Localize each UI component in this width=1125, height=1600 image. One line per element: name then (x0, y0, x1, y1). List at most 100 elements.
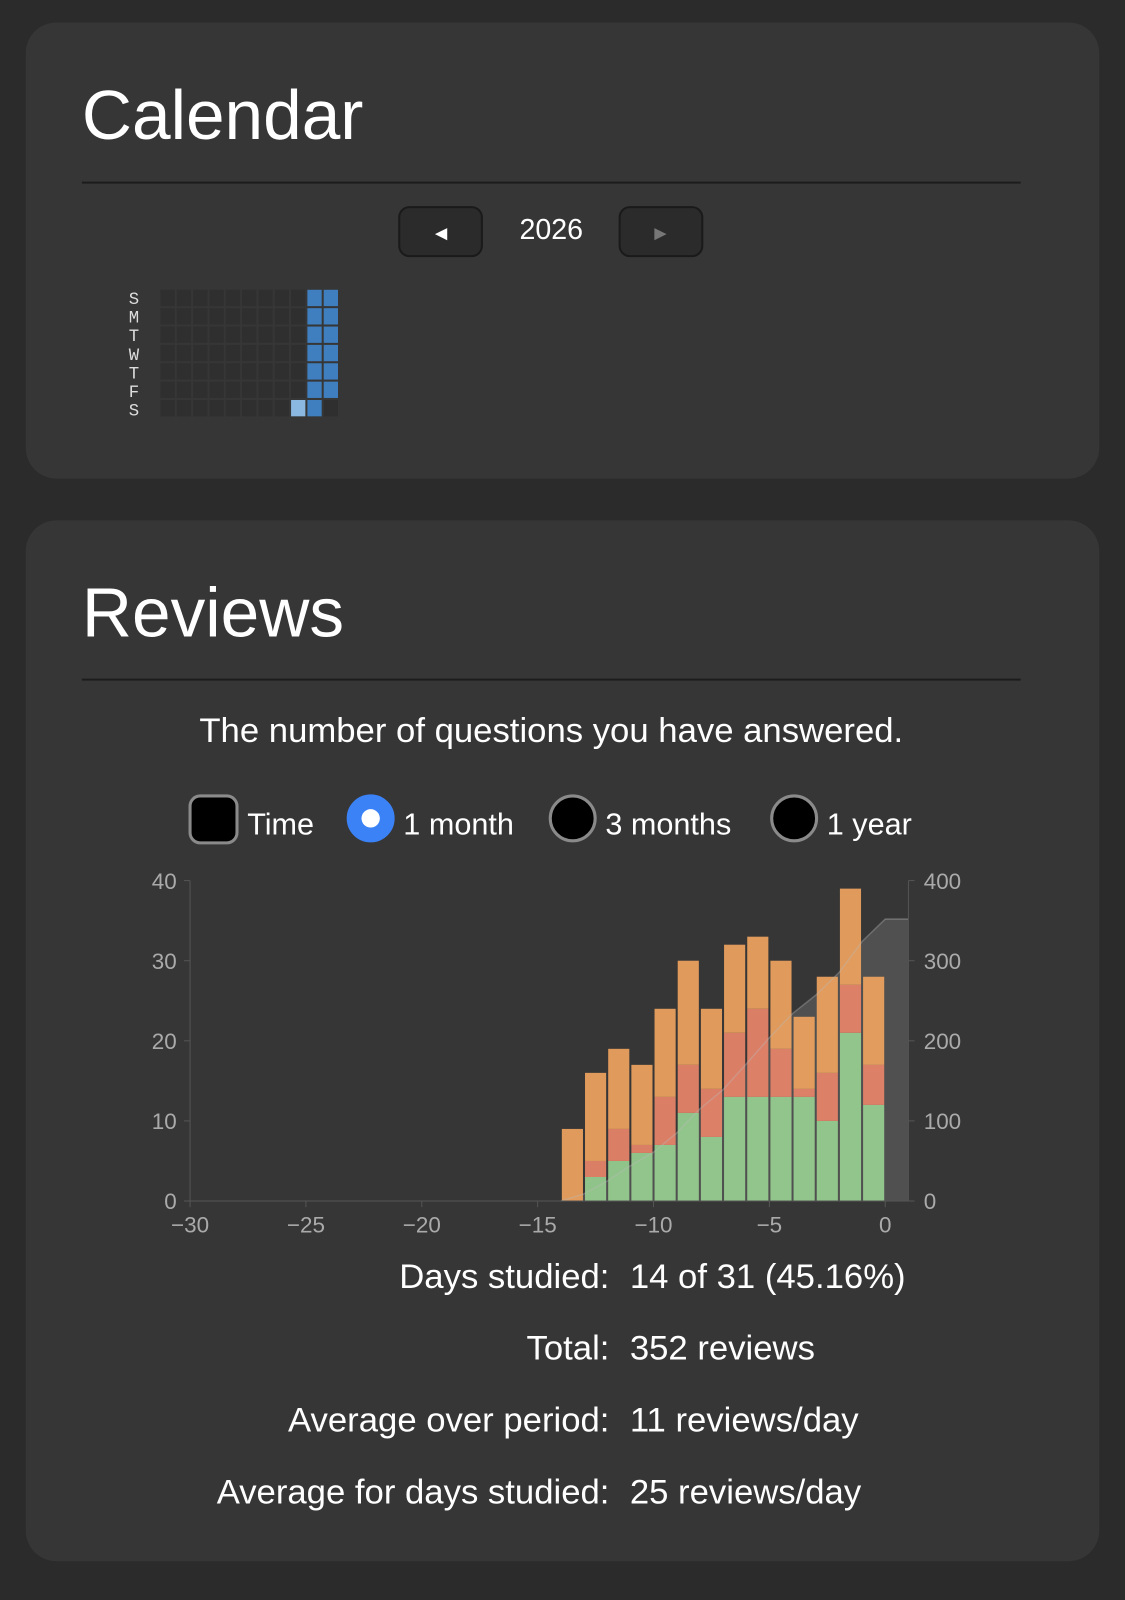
bar-segment (561, 1128, 583, 1202)
bar-segment (724, 1096, 746, 1202)
calendar-empty (160, 400, 175, 417)
calendar-empty (225, 400, 241, 417)
bar-segment (677, 1064, 699, 1113)
range-options: 1 month 3 months 1 year (346, 794, 912, 843)
calendar-empty (225, 326, 241, 343)
bar-segment (839, 984, 862, 1033)
calendar-empty (258, 326, 273, 343)
radio-label: 1 year (827, 808, 912, 842)
radio[interactable] (770, 794, 819, 843)
calendar-empty (258, 381, 273, 398)
calendar-day (307, 326, 322, 343)
calendar-day (323, 289, 339, 307)
bar-segment (863, 1064, 885, 1105)
calendar-empty (274, 344, 290, 362)
calendar-empty (291, 363, 306, 380)
bar-segment (608, 1128, 630, 1161)
calendar-empty (258, 308, 273, 325)
bar-segment (724, 1032, 746, 1097)
calendar-empty (291, 289, 306, 307)
calendar-empty (160, 308, 175, 325)
y-tick-label: 10 (152, 1109, 177, 1134)
calendar-day (323, 344, 339, 362)
bar-segment (654, 1008, 676, 1097)
weekday-label: F (129, 384, 139, 403)
radio[interactable] (548, 794, 597, 843)
calendar-empty (274, 363, 290, 380)
next-button[interactable] (618, 206, 704, 258)
y2-tick-label: 0 (924, 1189, 936, 1214)
calendar-empty (160, 289, 175, 307)
calendar-empty (242, 344, 257, 362)
prev-button[interactable] (398, 206, 483, 258)
calendar-day (307, 381, 322, 398)
checkbox-label: Time (247, 808, 314, 842)
calendar-empty (193, 289, 208, 307)
year: 2026 (520, 214, 584, 246)
calendar-empty (323, 400, 339, 417)
calendar-day (323, 308, 339, 325)
bar-segment (770, 960, 792, 1049)
checkbox[interactable] (188, 794, 239, 845)
bar-segment (631, 1152, 653, 1202)
calendar-empty (193, 363, 208, 380)
calendar-empty (225, 289, 241, 307)
radio-label: 3 months (605, 808, 731, 842)
calendar-empty (193, 344, 208, 362)
calendar-empty (209, 381, 224, 398)
calendar-empty (193, 381, 208, 398)
stat-value: 25 reviews/day (630, 1474, 862, 1512)
bar-segment (747, 1008, 769, 1097)
weekday-label: W (129, 347, 140, 366)
calendar-empty (225, 344, 241, 362)
calendar-empty (176, 289, 192, 307)
calendar-day (307, 289, 322, 307)
calendar-empty (193, 308, 208, 325)
calendar-day (323, 381, 339, 398)
calendar-empty (193, 326, 208, 343)
calendar-empty (160, 344, 175, 362)
calendar-empty (176, 363, 192, 380)
x-tick-label: −5 (757, 1213, 783, 1238)
calendar-empty (242, 400, 257, 417)
bar-segment (816, 1072, 838, 1121)
calendar-empty (225, 381, 241, 398)
calendar-empty (258, 363, 273, 380)
stat-label: Total: (527, 1330, 610, 1368)
bar-segment (700, 1088, 723, 1137)
bar-segment (631, 1064, 653, 1145)
calendar-day (307, 308, 322, 325)
bar-segment (793, 1096, 815, 1202)
calendar-empty (258, 400, 273, 417)
calendar-day (323, 363, 339, 380)
bar-segment (770, 1096, 792, 1202)
calendar-empty (209, 400, 224, 417)
bar-segment (839, 888, 862, 985)
bar-segment (863, 1104, 885, 1202)
bar-segment (747, 1096, 769, 1202)
calendar-day (291, 400, 306, 417)
calendar-day (307, 363, 322, 380)
bar-segment (816, 1120, 838, 1202)
weekday-label: T (129, 328, 139, 347)
bar-segment (585, 1160, 607, 1177)
reviews-card (25, 520, 1100, 1562)
stats: Days studied: 14 of 31 (45.16%) Total: 352 … (217, 1258, 906, 1512)
bar-segment (724, 944, 746, 1033)
radio-dot (361, 809, 380, 828)
x-tick-label: −30 (171, 1213, 209, 1238)
bar-segment (654, 1144, 676, 1202)
bar-segment (816, 976, 838, 1073)
bar-segment (863, 976, 885, 1065)
bar-segment (700, 1008, 723, 1089)
calendar-empty (160, 381, 175, 398)
calendar-empty (242, 308, 257, 325)
bar-segment (747, 936, 769, 1009)
reviews-title: Reviews (82, 574, 344, 652)
bar-segment (585, 1072, 607, 1161)
y2-tick-label: 100 (924, 1109, 961, 1134)
calendar-empty (176, 400, 192, 417)
calendar-empty (209, 363, 224, 380)
